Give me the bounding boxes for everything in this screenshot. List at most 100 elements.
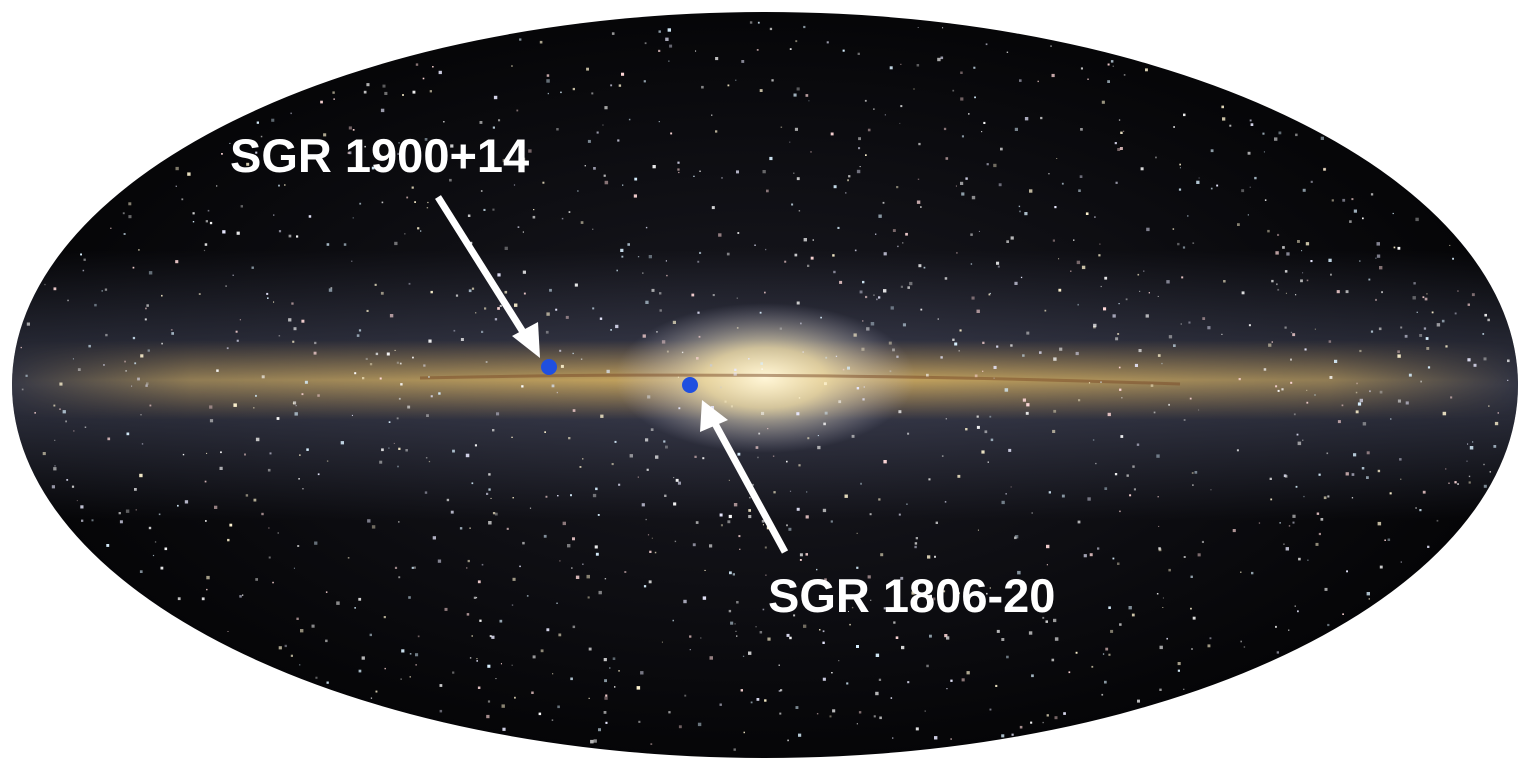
star xyxy=(982,370,984,372)
star xyxy=(761,368,763,370)
star xyxy=(944,277,948,280)
star xyxy=(796,87,800,91)
star xyxy=(106,544,110,547)
star xyxy=(700,637,702,639)
star xyxy=(798,464,801,467)
star xyxy=(1076,260,1081,265)
star xyxy=(1187,215,1189,217)
star xyxy=(1276,283,1278,286)
star xyxy=(1422,490,1426,494)
star xyxy=(408,596,411,599)
star xyxy=(72,358,74,360)
star xyxy=(1284,326,1287,329)
star xyxy=(696,357,699,360)
star xyxy=(941,455,944,457)
star xyxy=(532,655,536,659)
star xyxy=(1138,349,1142,353)
star xyxy=(791,203,794,206)
star xyxy=(367,519,371,523)
star xyxy=(902,323,906,327)
star xyxy=(570,677,573,681)
star xyxy=(1300,279,1303,283)
star xyxy=(175,166,179,171)
star xyxy=(1207,326,1211,330)
star xyxy=(501,704,505,708)
star xyxy=(597,514,600,516)
star xyxy=(900,63,902,65)
star xyxy=(594,545,598,549)
star xyxy=(101,290,103,292)
star xyxy=(1092,439,1095,441)
star xyxy=(1274,137,1278,141)
star xyxy=(308,215,312,218)
star xyxy=(609,667,611,669)
star xyxy=(139,570,143,573)
star xyxy=(759,631,763,634)
star xyxy=(996,345,999,348)
star xyxy=(261,375,265,379)
star xyxy=(205,520,207,522)
star xyxy=(766,189,769,193)
star xyxy=(409,676,411,678)
star xyxy=(692,543,696,547)
star xyxy=(1238,378,1241,381)
star xyxy=(1103,307,1107,311)
star xyxy=(642,272,644,274)
star xyxy=(983,121,986,124)
star xyxy=(1180,323,1182,325)
star xyxy=(974,374,978,378)
star xyxy=(542,181,545,184)
star xyxy=(546,312,550,316)
star xyxy=(603,174,606,177)
star xyxy=(568,437,571,440)
star xyxy=(665,445,668,449)
star xyxy=(450,510,454,514)
star xyxy=(693,175,695,177)
star xyxy=(53,287,57,291)
star xyxy=(216,369,219,372)
star xyxy=(756,49,759,51)
star xyxy=(439,684,443,687)
star xyxy=(1452,257,1454,260)
star xyxy=(562,521,566,526)
star xyxy=(125,370,127,372)
star xyxy=(749,21,753,24)
star xyxy=(1119,623,1122,626)
star xyxy=(1387,538,1391,541)
star xyxy=(131,385,133,387)
star xyxy=(1345,472,1349,476)
star xyxy=(1029,189,1033,193)
star xyxy=(835,355,838,357)
star xyxy=(1295,485,1298,488)
star xyxy=(492,126,495,129)
star xyxy=(699,170,701,172)
star xyxy=(798,210,801,212)
star xyxy=(946,636,950,640)
star xyxy=(854,249,857,252)
star xyxy=(1115,181,1118,184)
star xyxy=(1468,475,1471,478)
star xyxy=(1267,229,1270,233)
star xyxy=(1232,529,1236,533)
star xyxy=(558,633,562,637)
star xyxy=(733,372,737,376)
star xyxy=(1368,598,1370,600)
star xyxy=(702,457,705,460)
star xyxy=(147,349,150,352)
star xyxy=(718,233,722,237)
star xyxy=(107,437,111,441)
star xyxy=(624,571,627,573)
star xyxy=(765,248,767,251)
star xyxy=(1467,358,1471,362)
star xyxy=(789,636,792,640)
star xyxy=(442,165,446,168)
star xyxy=(1302,272,1304,274)
star xyxy=(878,214,882,218)
star xyxy=(1378,327,1382,331)
star xyxy=(1487,318,1490,322)
star xyxy=(132,336,136,340)
star xyxy=(888,341,892,345)
star xyxy=(332,91,335,94)
star xyxy=(926,373,929,377)
star xyxy=(182,453,185,456)
